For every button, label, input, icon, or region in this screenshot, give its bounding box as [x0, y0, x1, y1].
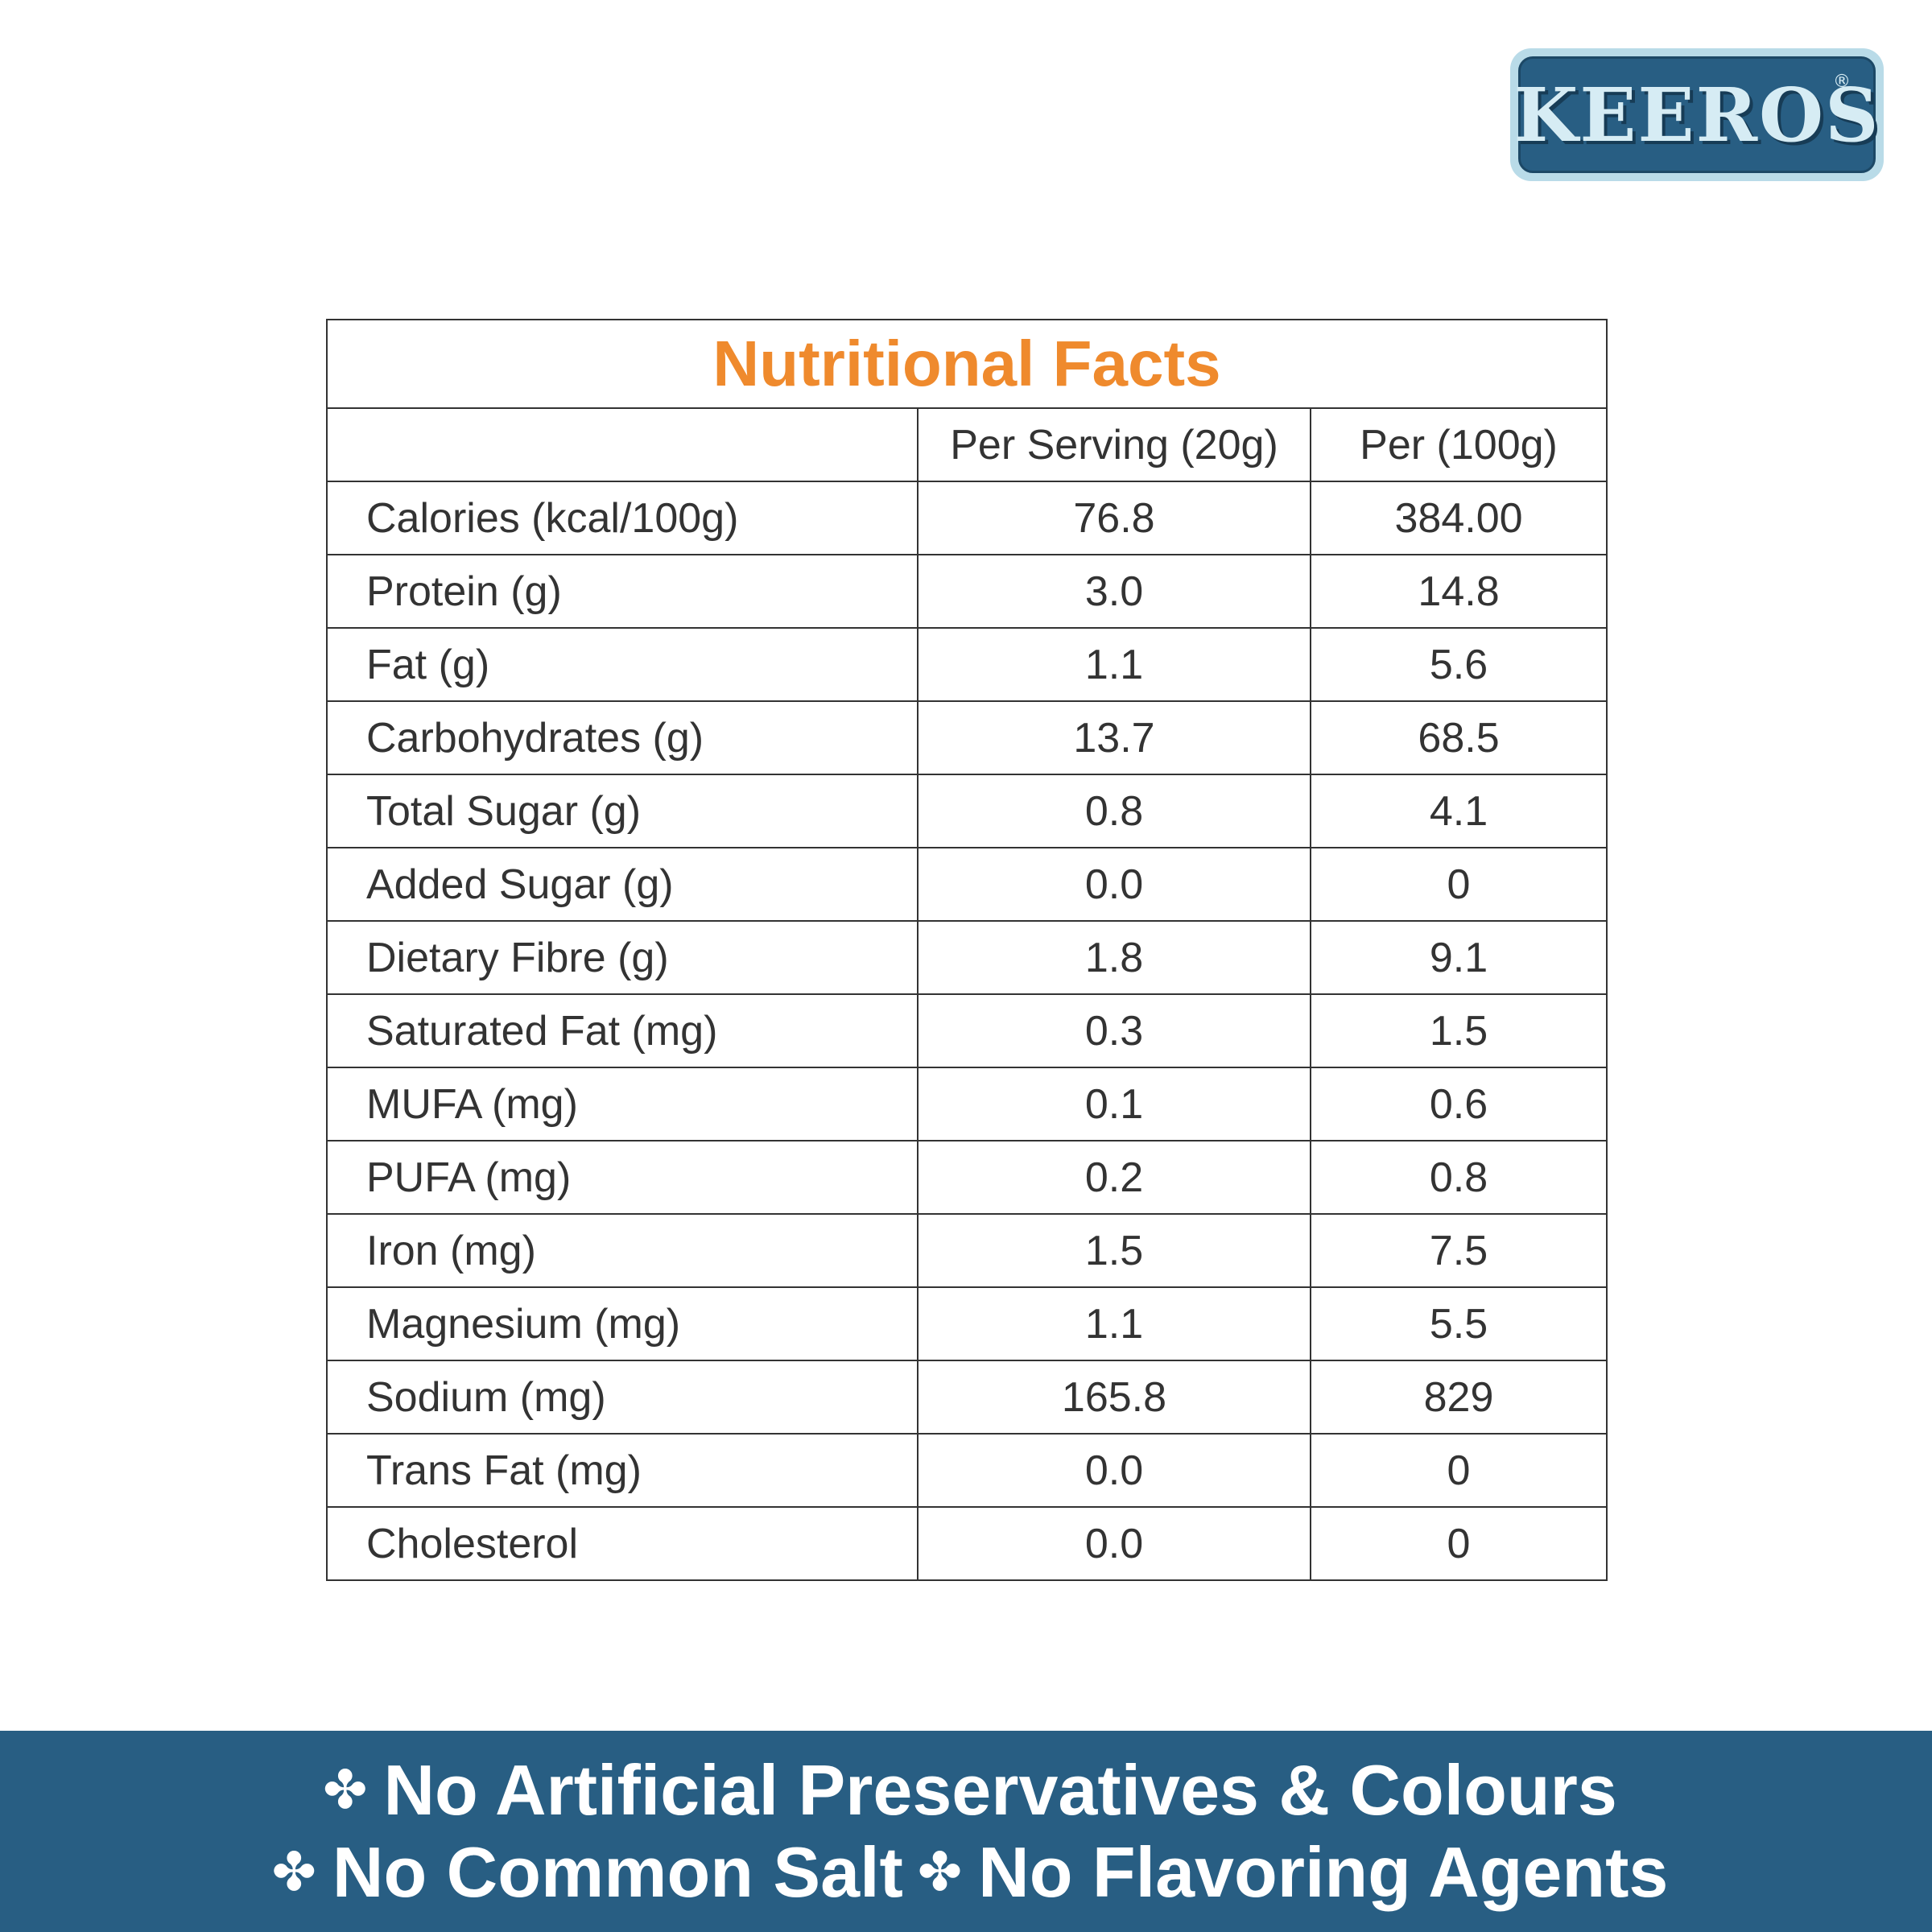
per-100g-cell: 7.5 [1309, 1213, 1608, 1288]
nutrient-name-cell: Saturated Fat (mg) [326, 993, 919, 1068]
registered-mark: ® [1833, 72, 1851, 92]
nutrient-name-cell: Iron (mg) [326, 1213, 919, 1288]
four-petal-clover-icon: ✤ [323, 1759, 368, 1821]
table-row: Protein (g) 3.0 14.8 [326, 554, 1608, 629]
nutrient-name-cell: Sodium (mg) [326, 1360, 919, 1435]
per-serving-cell: 0.0 [917, 1433, 1311, 1508]
nutrient-name-cell: Trans Fat (mg) [326, 1433, 919, 1508]
table-row: Fat (g) 1.1 5.6 [326, 627, 1608, 702]
four-petal-clover-icon: ✤ [917, 1841, 963, 1903]
brand-logo-plate: KEEROS ® [1513, 56, 1879, 173]
nutrient-name-cell: Fat (g) [326, 627, 919, 702]
per-serving-cell: 0.1 [917, 1067, 1311, 1141]
nutrient-name-cell: Calories (kcal/100g) [326, 481, 919, 555]
table-row: PUFA (mg) 0.2 0.8 [326, 1140, 1608, 1215]
banner-line-2: ✤ No Common Salt ✤ No Flavoring Agents [264, 1831, 1669, 1913]
nutrient-name-cell: Added Sugar (g) [326, 847, 919, 922]
per-serving-cell: 1.8 [917, 920, 1311, 995]
table-row: Trans Fat (mg) 0.0 0 [326, 1433, 1608, 1508]
table-row: MUFA (mg) 0.1 0.6 [326, 1067, 1608, 1141]
nutrient-name-cell: Protein (g) [326, 554, 919, 629]
nutrient-name-cell: Magnesium (mg) [326, 1286, 919, 1361]
claim-no-flavoring: No Flavoring Agents [978, 1832, 1669, 1912]
per-100g-cell: 5.6 [1309, 627, 1608, 702]
per-serving-cell: 165.8 [917, 1360, 1311, 1435]
brand-logo-text: KEEROS [1513, 71, 1880, 159]
claim-no-preservatives: No Artificial Preservatives & Colours [383, 1750, 1617, 1830]
per-serving-cell: 3.0 [917, 554, 1311, 629]
per-serving-cell: 0.2 [917, 1140, 1311, 1215]
per-100g-cell: 0.6 [1309, 1067, 1608, 1141]
table-row: Dietary Fibre (g) 1.8 9.1 [326, 920, 1608, 995]
per-serving-cell: 76.8 [917, 481, 1311, 555]
nutrient-name-cell: Carbohydrates (g) [326, 700, 919, 775]
per-100g-cell: 384.00 [1309, 481, 1608, 555]
header-per-serving: Per Serving (20g) [917, 407, 1311, 482]
per-100g-cell: 0.8 [1309, 1140, 1608, 1215]
header-per-100g: Per (100g) [1309, 407, 1608, 482]
per-100g-cell: 68.5 [1309, 700, 1608, 775]
brand-logo: KEEROS ® [1510, 48, 1884, 181]
claim-no-common-salt: No Common Salt [332, 1832, 903, 1912]
nutrition-facts-table: Nutritional Facts Per Serving (20g) Per … [325, 319, 1608, 1581]
claims-banner: ✤ No Artificial Preservatives & Colours … [0, 1731, 1932, 1932]
table-row: Magnesium (mg) 1.1 5.5 [326, 1286, 1608, 1361]
table-row: Added Sugar (g) 0.0 0 [326, 847, 1608, 922]
table-row: Carbohydrates (g) 13.7 68.5 [326, 700, 1608, 775]
nutrient-name-cell: Cholesterol [326, 1506, 919, 1581]
per-100g-cell: 0 [1309, 1433, 1608, 1508]
per-serving-cell: 1.1 [917, 1286, 1311, 1361]
nutrient-name-cell: Total Sugar (g) [326, 774, 919, 848]
table-row: Cholesterol 0.0 0 [326, 1506, 1608, 1581]
table-row: Calories (kcal/100g) 76.8 384.00 [326, 481, 1608, 555]
nutrient-name-cell: PUFA (mg) [326, 1140, 919, 1215]
banner-line-1: ✤ No Artificial Preservatives & Colours [315, 1749, 1617, 1831]
per-100g-cell: 1.5 [1309, 993, 1608, 1068]
per-serving-cell: 1.1 [917, 627, 1311, 702]
table-row: Iron (mg) 1.5 7.5 [326, 1213, 1608, 1288]
table-body: Calories (kcal/100g) 76.8 384.00 Protein (g… [326, 481, 1608, 1581]
table-row: Sodium (mg) 165.8 829 [326, 1360, 1608, 1435]
per-100g-cell: 0 [1309, 1506, 1608, 1581]
per-serving-cell: 0.0 [917, 847, 1311, 922]
table-title-row: Nutritional Facts [325, 319, 1608, 409]
four-petal-clover-icon: ✤ [271, 1841, 316, 1903]
table-row: Total Sugar (g) 0.8 4.1 [326, 774, 1608, 848]
table-header-row: Per Serving (20g) Per (100g) [326, 407, 1608, 482]
table-title: Nutritional Facts [325, 319, 1608, 409]
per-serving-cell: 0.8 [917, 774, 1311, 848]
per-100g-cell: 4.1 [1309, 774, 1608, 848]
per-100g-cell: 829 [1309, 1360, 1608, 1435]
per-100g-cell: 14.8 [1309, 554, 1608, 629]
per-serving-cell: 13.7 [917, 700, 1311, 775]
header-nutrient [326, 407, 919, 482]
per-serving-cell: 0.3 [917, 993, 1311, 1068]
per-100g-cell: 5.5 [1309, 1286, 1608, 1361]
nutrient-name-cell: MUFA (mg) [326, 1067, 919, 1141]
per-100g-cell: 9.1 [1309, 920, 1608, 995]
table-row: Saturated Fat (mg) 0.3 1.5 [326, 993, 1608, 1068]
per-100g-cell: 0 [1309, 847, 1608, 922]
nutrient-name-cell: Dietary Fibre (g) [326, 920, 919, 995]
per-serving-cell: 1.5 [917, 1213, 1311, 1288]
per-serving-cell: 0.0 [917, 1506, 1311, 1581]
